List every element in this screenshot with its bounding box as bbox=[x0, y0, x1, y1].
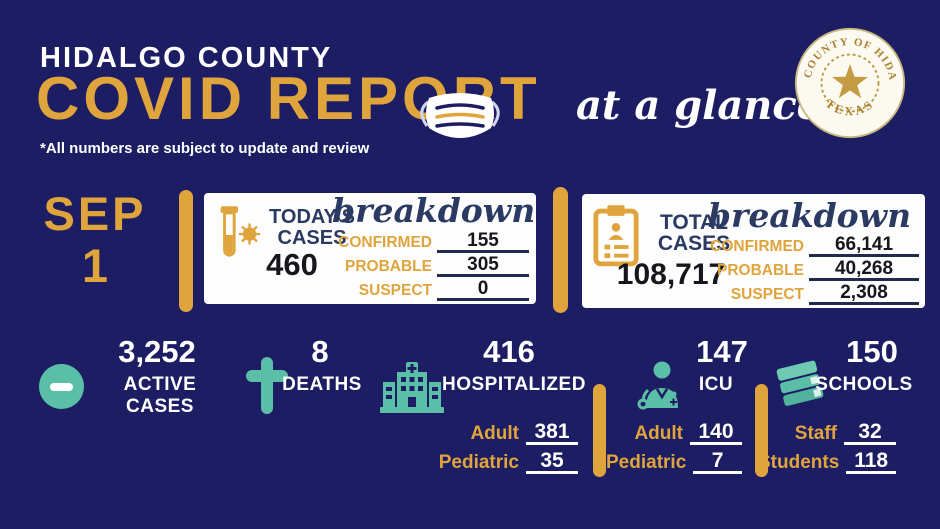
breakdown-row: PROBABLE 305 bbox=[332, 254, 529, 277]
todays-cases-label: TODAY'S CASES bbox=[269, 206, 355, 249]
breakdown-row: CONFIRMED 155 bbox=[332, 230, 529, 253]
schools-label: SCHOOLS bbox=[815, 374, 913, 395]
date-month: SEP bbox=[43, 187, 147, 240]
total-cases-label: TOTAL CASES bbox=[657, 211, 731, 255]
breakdown-row-label: CONFIRMED bbox=[338, 234, 432, 251]
breakdown-title: breakdown bbox=[332, 191, 536, 230]
sub-row-label: Pediatric bbox=[438, 452, 519, 473]
sub-row: Adult 140 bbox=[606, 419, 742, 445]
todays-cases-card: TODAY'S CASES 460 breakdown CONFIRMED 15… bbox=[204, 191, 536, 304]
seal-star-icon bbox=[832, 64, 868, 99]
breakdown-title: breakdown bbox=[707, 196, 912, 235]
sub-row: Pediatric 7 bbox=[606, 448, 742, 474]
svg-text:TEXAS: TEXAS bbox=[823, 96, 877, 118]
breakdown-row: PROBABLE 40,268 bbox=[704, 258, 919, 281]
minus-circle-icon bbox=[39, 364, 84, 409]
breakdown-row-label: SUSPECT bbox=[358, 282, 432, 299]
breakdown-row-label: PROBABLE bbox=[345, 258, 432, 275]
hospitalized-label: HOSPITALIZED bbox=[442, 374, 586, 395]
breakdown-row: CONFIRMED 66,141 bbox=[704, 234, 919, 257]
sub-row-label: Students bbox=[758, 452, 840, 473]
breakdown-row-value: 2,308 bbox=[809, 283, 919, 305]
county-seal: THE COUNTY OF HIDALGO TEXAS bbox=[793, 26, 906, 139]
separator-bar bbox=[553, 187, 568, 313]
icu-breakdown: Adult 140 Pediatric 7 bbox=[606, 419, 742, 477]
icu-label: ICU bbox=[698, 374, 734, 395]
hospital-icon bbox=[380, 362, 444, 413]
date-day: 1 bbox=[81, 239, 109, 292]
county-name: HIDALGO COUNTY bbox=[40, 42, 333, 74]
sub-row-value: 32 bbox=[844, 421, 896, 445]
breakdown-row-value: 66,141 bbox=[809, 235, 919, 257]
sub-row-label: Adult bbox=[470, 423, 519, 444]
doctor-icon bbox=[637, 361, 678, 410]
sub-row: Adult 381 bbox=[420, 419, 578, 445]
sub-row-value: 381 bbox=[526, 421, 578, 445]
sub-row-value: 7 bbox=[693, 450, 742, 474]
breakdown-row-value: 0 bbox=[437, 279, 529, 301]
breakdown-row-label: SUSPECT bbox=[730, 286, 804, 303]
deaths-value: 8 bbox=[311, 334, 329, 369]
sub-row-label: Staff bbox=[794, 423, 837, 444]
todays-cases-value: 460 bbox=[266, 247, 318, 282]
breakdown-row-label: CONFIRMED bbox=[710, 238, 804, 255]
sub-row-value: 35 bbox=[526, 450, 578, 474]
sub-row-label: Adult bbox=[634, 423, 683, 444]
hospitalized-breakdown: Adult 381 Pediatric 35 bbox=[420, 419, 578, 477]
test-tube-icon bbox=[220, 206, 261, 257]
breakdown-row: SUSPECT 2,308 bbox=[704, 282, 919, 305]
breakdown-row: SUSPECT 0 bbox=[332, 278, 529, 301]
active-cases-value: 3,252 bbox=[118, 334, 196, 369]
separator-bar bbox=[179, 190, 193, 312]
separator-bar bbox=[755, 384, 768, 477]
breakdown-row-value: 40,268 bbox=[809, 259, 919, 281]
sub-row-value: 140 bbox=[690, 421, 742, 445]
schools-breakdown: Staff 32 Students 118 bbox=[758, 419, 896, 477]
sub-row: Staff 32 bbox=[758, 419, 896, 445]
face-mask-icon bbox=[420, 93, 500, 138]
clipboard-icon bbox=[593, 205, 639, 267]
total-cases-card: TOTAL CASES 108,717 breakdown CONFIRMED … bbox=[582, 194, 925, 308]
books-icon bbox=[776, 360, 824, 406]
total-cases-value: 108,717 bbox=[616, 258, 726, 291]
icu-value: 147 bbox=[696, 334, 748, 369]
breakdown-row-value: 305 bbox=[437, 255, 529, 277]
sub-row: Pediatric 35 bbox=[420, 448, 578, 474]
hospitalized-value: 416 bbox=[483, 334, 535, 369]
sub-row-value: 118 bbox=[846, 450, 896, 474]
schools-value: 150 bbox=[846, 334, 898, 369]
disclaimer-text: *All numbers are subject to update and r… bbox=[40, 140, 370, 157]
cross-icon bbox=[246, 357, 288, 414]
separator-bar bbox=[593, 384, 606, 477]
breakdown-row-value: 155 bbox=[437, 231, 529, 253]
breakdown-row-label: PROBABLE bbox=[717, 262, 804, 279]
active-cases-label: ACTIVE CASES bbox=[123, 374, 197, 417]
deaths-label: DEATHS bbox=[282, 374, 362, 395]
sub-row-label: Pediatric bbox=[606, 452, 687, 473]
sub-row: Students 118 bbox=[758, 448, 896, 474]
seal-bottom-text: TEXAS bbox=[823, 96, 874, 118]
